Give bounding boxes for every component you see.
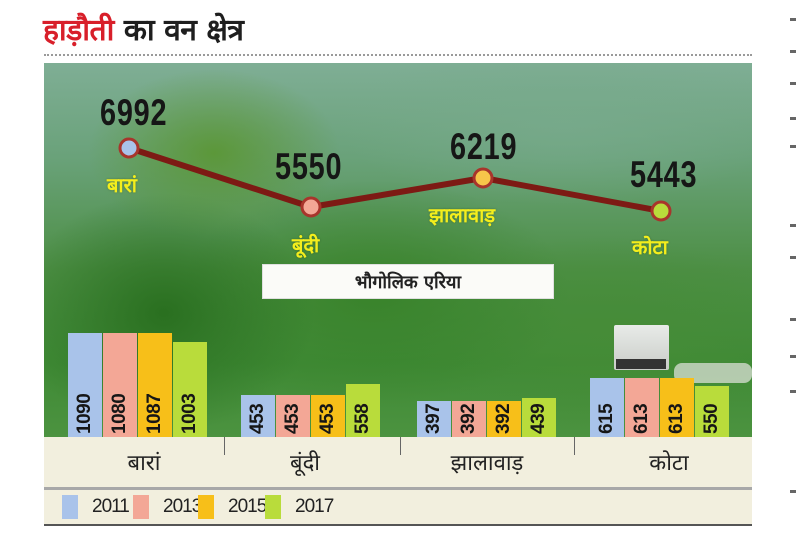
category-jhalawar: झालावाड़: [450, 451, 524, 476]
point-bundi: [300, 196, 322, 218]
legend-swatch: [198, 495, 214, 519]
bar-jhalawar-2013: 392: [452, 401, 486, 438]
label-jhalawar: झालावाड़: [429, 203, 496, 227]
adjacent-text-fragment: [790, 490, 796, 493]
adjacent-text-fragment: [790, 50, 796, 53]
title-highlight: हाड़ौती: [43, 13, 114, 48]
bar-kota-2015: 613: [660, 378, 694, 438]
value-jhalawar: 6219: [450, 126, 518, 167]
bar-kota-2011: 615: [590, 378, 624, 438]
adjacent-text-fragment: [790, 82, 796, 85]
bar-kota-2013: 613: [625, 378, 659, 438]
bar-baran-2015: 1087: [138, 333, 172, 438]
axis-tick: [574, 437, 575, 455]
geographic-area-label: भौगोलिक एरिया: [262, 264, 554, 299]
bar-bundi-2011: 453: [241, 395, 275, 438]
adjacent-text-fragment: [790, 256, 796, 259]
legend-item-2011: 2011: [62, 495, 130, 519]
category-baran: बारां: [127, 451, 161, 476]
bar-bundi-2015: 453: [311, 395, 345, 438]
category-kota: कोटा: [649, 451, 689, 476]
bar-chart: 1090 1080 1087 1003 453 453 453 558 397 …: [44, 63, 752, 438]
bar-baran-2017: 1003: [173, 342, 207, 438]
label-baran: बारां: [107, 173, 137, 197]
adjacent-text-fragment: [790, 18, 796, 21]
legend-swatch: [265, 495, 281, 519]
adjacent-text-fragment: [790, 145, 796, 148]
bar-bundi-2017: 558: [346, 384, 380, 438]
category-bundi: बूंदी: [290, 451, 320, 476]
line-series: [128, 145, 662, 214]
bar-bundi-2013: 453: [276, 395, 310, 438]
value-baran: 6992: [100, 92, 168, 133]
legend-item-2015: 2015: [198, 495, 267, 519]
forest-photo-background: 1090 1080 1087 1003 453 453 453 558 397 …: [44, 63, 752, 438]
legend: 2011 2013 2015 2017: [44, 490, 752, 526]
label-bundi: बूंदी: [292, 233, 320, 257]
legend-swatch: [62, 495, 78, 519]
bar-kota-2017: 550: [695, 386, 729, 438]
title-rest: का वन क्षेत्र: [113, 13, 244, 48]
adjacent-text-fragment: [790, 390, 796, 393]
label-kota: कोटा: [632, 235, 668, 259]
legend-item-2017: 2017: [265, 495, 334, 519]
title-divider: [44, 54, 752, 56]
axis-tick: [400, 437, 401, 455]
point-kota: [650, 200, 672, 222]
value-kota: 5443: [630, 154, 698, 195]
adjacent-text-fragment: [790, 224, 796, 227]
point-baran: [118, 137, 140, 159]
bar-baran-2013: 1080: [103, 333, 137, 438]
axis-tick: [224, 437, 225, 455]
bar-jhalawar-2017: 439: [522, 398, 556, 438]
truck-image: [614, 325, 669, 370]
legend-swatch: [133, 495, 149, 519]
point-jhalawar: [472, 167, 494, 189]
value-bundi: 5550: [275, 146, 343, 187]
x-axis: बारां बूंदी झालावाड़ कोटा: [44, 437, 752, 490]
bar-jhalawar-2015: 392: [487, 401, 521, 438]
adjacent-text-fragment: [790, 117, 796, 120]
legend-item-2013: 2013: [133, 495, 202, 519]
bar-baran-2011: 1090: [68, 333, 102, 438]
adjacent-text-fragment: [790, 355, 796, 358]
chart-title: हाड़ौती का वन क्षेत्र: [43, 8, 244, 49]
bar-jhalawar-2011: 397: [417, 401, 451, 438]
adjacent-text-fragment: [790, 318, 796, 321]
